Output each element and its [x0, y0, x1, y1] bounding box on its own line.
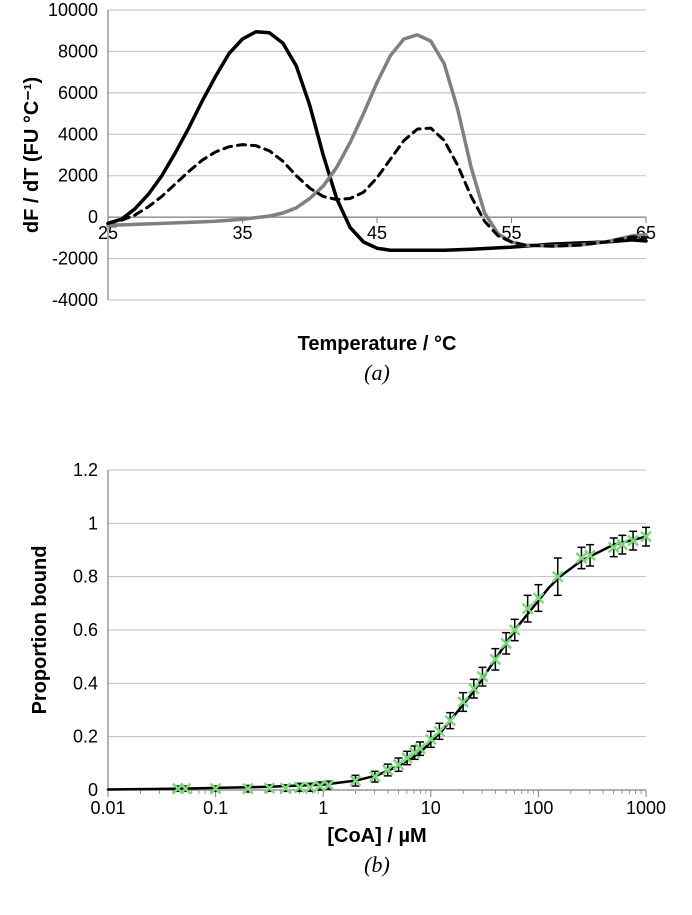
x-tick-label: 45	[367, 223, 387, 243]
y-tick-label: -4000	[52, 290, 98, 310]
panel-b-label: (b)	[364, 852, 390, 877]
x-tick-label: 0.1	[203, 798, 228, 818]
x-tick-label: 10	[421, 798, 441, 818]
x-axis-label: Temperature / °C	[298, 333, 457, 355]
y-axis-label: Proportion bound	[29, 546, 51, 715]
y-tick-label: 0.2	[73, 727, 98, 747]
x-tick-label: 35	[232, 223, 252, 243]
y-tick-label: 8000	[58, 41, 98, 61]
panel-a-label: (a)	[364, 360, 390, 385]
y-tick-label: 0.8	[73, 567, 98, 587]
y-tick-label: 0	[88, 207, 98, 227]
panel-a: 2535455565-4000-200002000400060008000100…	[21, 0, 656, 385]
x-axis-label: [CoA] / µM	[327, 825, 426, 847]
y-tick-label: 0.4	[73, 673, 98, 693]
fit-curve	[108, 537, 646, 790]
y-axis-label: dF / dT (FU °C⁻¹)	[21, 77, 43, 233]
y-tick-label: 10000	[48, 0, 98, 20]
panel-b: 0.01 0.1 1 10 100 1000 0 0.2 0.4 0.6 0.8 1 1.2 [CoA] …	[29, 460, 666, 877]
y-tick-label: 0	[88, 780, 98, 800]
y-tick-label: 2000	[58, 166, 98, 186]
y-tick-label: 6000	[58, 83, 98, 103]
series-bound-gray	[108, 35, 646, 246]
figure-svg: 2535455565-4000-200002000400060008000100…	[0, 0, 692, 915]
figure-container: 2535455565-4000-200002000400060008000100…	[0, 0, 692, 915]
x-tick-label: 0.01	[90, 798, 125, 818]
x-tick-label: 1	[318, 798, 328, 818]
x-tick-label: 1000	[626, 798, 666, 818]
x-tick-label: 100	[523, 798, 553, 818]
y-tick-label: 1	[88, 513, 98, 533]
y-tick-label: -2000	[52, 249, 98, 269]
y-tick-label: 1.2	[73, 460, 98, 480]
y-tick-label: 4000	[58, 124, 98, 144]
y-tick-label: 0.6	[73, 620, 98, 640]
